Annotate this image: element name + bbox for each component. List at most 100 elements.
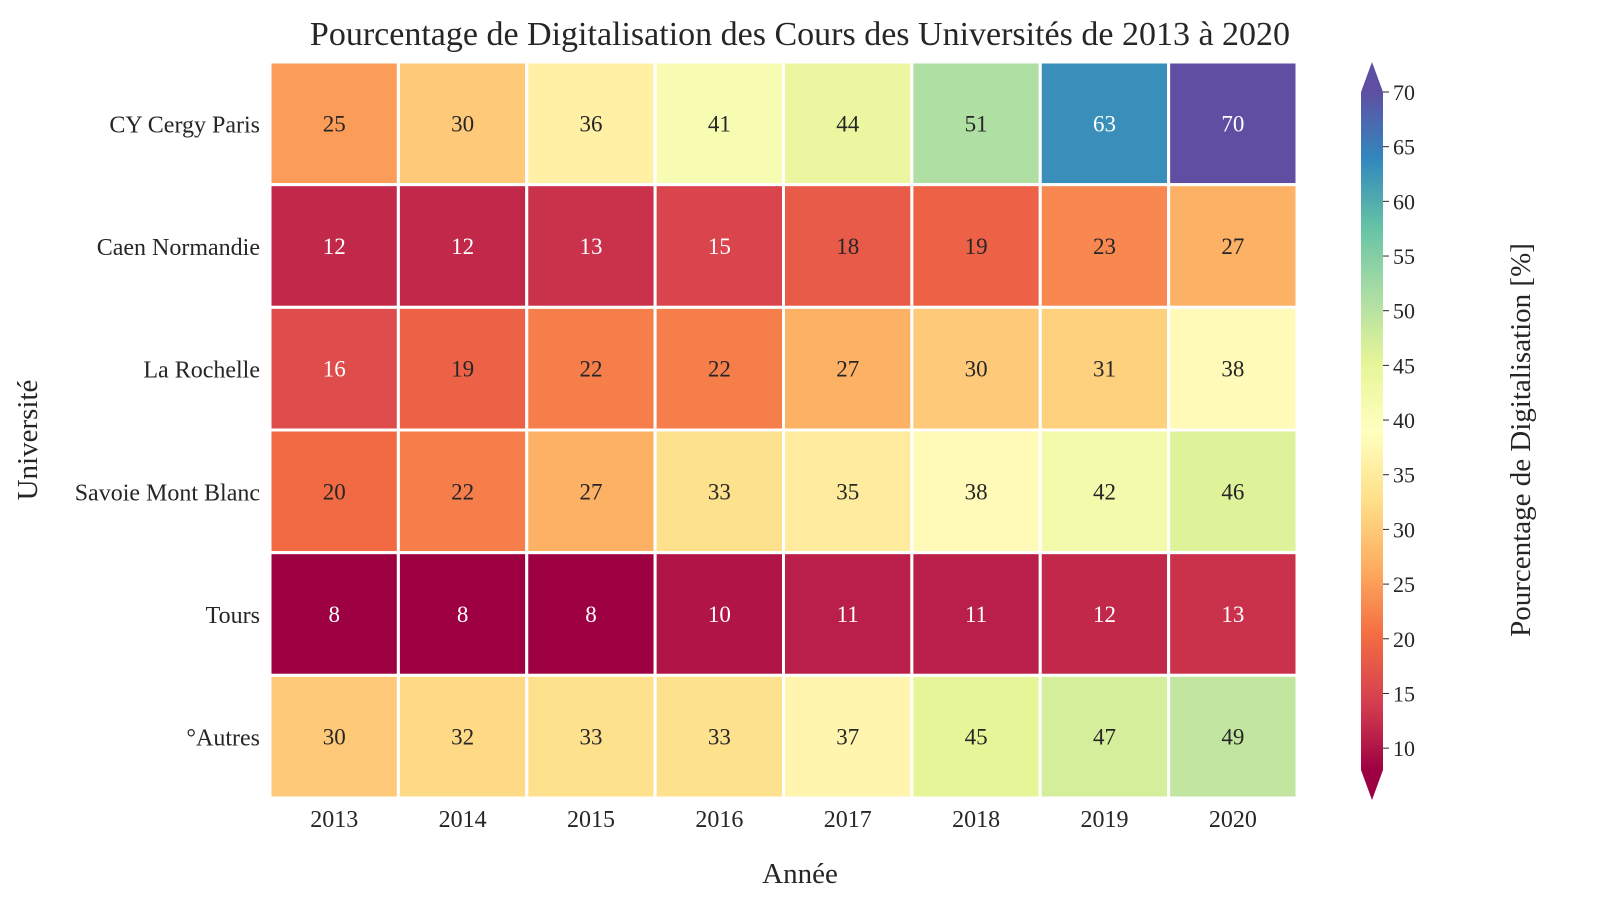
cell-value-label: 19 [965, 234, 988, 259]
y-tick-label: CY Cergy Paris [109, 112, 260, 138]
y-tick-label: Caen Normandie [97, 235, 260, 261]
heatmap-cell [1038, 305, 1171, 432]
cell-value-label: 8 [585, 602, 597, 627]
x-tick-label: 2017 [824, 807, 872, 833]
cell-value-label: 35 [836, 479, 859, 504]
cell-value-label: 8 [328, 602, 340, 627]
heatmap-cell [653, 305, 785, 432]
cell-value-label: 16 [323, 357, 346, 382]
colorbar-extend-min [1361, 770, 1383, 800]
cell-value-label: 44 [836, 111, 860, 136]
colorbar-tick-label: 15 [1393, 681, 1415, 706]
heatmap-cell [1038, 673, 1171, 800]
cell-value-label: 63 [1093, 111, 1116, 136]
cell-value-label: 10 [708, 602, 731, 627]
colorbar-tick-label: 70 [1393, 80, 1415, 105]
cell-value-label: 27 [836, 357, 859, 382]
cell-value-label: 22 [579, 357, 602, 382]
cell-value-label: 37 [836, 725, 859, 750]
colorbar-extend-max [1361, 62, 1383, 92]
heatmap-cell [910, 305, 1042, 432]
heatmap-cell [910, 673, 1042, 800]
x-tick-label: 2020 [1209, 807, 1257, 833]
heatmap-cell [782, 551, 914, 677]
heatmap-cell [268, 305, 400, 432]
colorbar-tick-label: 40 [1393, 408, 1415, 433]
cell-value-label: 36 [579, 111, 602, 136]
heatmap-cell [1167, 183, 1299, 309]
cell-value-label: 12 [451, 234, 474, 259]
colorbar-tick-label: 10 [1393, 736, 1415, 761]
colorbar-tick-label: 65 [1393, 135, 1415, 160]
heatmap-cell [396, 183, 529, 309]
cell-value-label: 19 [451, 357, 474, 382]
cell-value-label: 41 [708, 111, 731, 136]
y-tick-labels: CY Cergy Paris Caen Normandie La Rochelle S… [75, 112, 260, 751]
cell-value-label: 13 [1221, 602, 1244, 627]
cell-value-label: 51 [965, 111, 988, 136]
chart-title: Pourcentage de Digitalisation des Cours … [310, 16, 1290, 53]
cell-value-label: 12 [1093, 602, 1116, 627]
heatmap-cell [396, 305, 529, 432]
cell-value-label: 38 [1221, 357, 1244, 382]
cell-value-label: 70 [1221, 111, 1244, 136]
y-tick-label: La Rochelle [143, 358, 260, 384]
heatmap-cells: 25 30 36 41 44 51 63 70 12 12 13 15 18 19 23 27 16 19 22 22… [268, 60, 1299, 800]
heatmap-cell [1038, 428, 1171, 555]
heatmap-cell [268, 673, 400, 800]
cell-value-label: 45 [965, 725, 988, 750]
heatmap-cell [396, 673, 529, 800]
x-tick-label: 2013 [310, 807, 358, 833]
cell-value-label: 47 [1093, 725, 1116, 750]
heatmap-cell [782, 428, 914, 555]
colorbar-tick-label: 20 [1393, 627, 1415, 652]
cell-value-label: 38 [965, 479, 988, 504]
heatmap-cell [653, 551, 785, 677]
heatmap-cell [1167, 305, 1299, 432]
y-tick-label: Savoie Mont Blanc [75, 480, 260, 506]
colorbar-tick-label: 50 [1393, 299, 1415, 324]
colorbar-tick-label: 45 [1393, 353, 1415, 378]
heatmap-cell [525, 428, 657, 555]
cell-value-label: 23 [1093, 234, 1116, 259]
cell-value-label: 27 [1221, 234, 1244, 259]
cell-value-label: 18 [836, 234, 859, 259]
cell-value-label: 32 [451, 725, 474, 750]
colorbar-tick-label: 35 [1393, 463, 1415, 488]
heatmap-cell [1167, 551, 1299, 677]
colorbar-gradient [1361, 92, 1383, 770]
heatmap-cell [525, 673, 657, 800]
colorbar-tick-label: 60 [1393, 189, 1415, 214]
x-tick-label: 2014 [439, 807, 487, 833]
colorbar-tick-label: 30 [1393, 517, 1415, 542]
x-tick-label: 2018 [952, 807, 1000, 833]
heatmap-cell [653, 183, 785, 309]
cell-value-label: 49 [1221, 725, 1244, 750]
cell-value-label: 27 [579, 479, 602, 504]
heatmap-cell [910, 60, 1042, 187]
cell-value-label: 12 [323, 234, 346, 259]
heatmap-cell [910, 183, 1042, 309]
cell-value-label: 33 [579, 725, 602, 750]
y-tick-label: °Autres [186, 726, 260, 752]
cell-value-label: 25 [323, 111, 346, 136]
cell-value-label: 15 [708, 234, 731, 259]
colorbar: 10 15 20 25 30 35 40 45 50 55 60 65 70 [1361, 62, 1415, 800]
cell-value-label: 11 [837, 602, 859, 627]
cell-value-label: 30 [965, 357, 988, 382]
heatmap-cell [782, 673, 914, 800]
x-tick-label: 2015 [567, 807, 615, 833]
cell-value-label: 22 [451, 479, 474, 504]
cell-value-label: 42 [1093, 479, 1116, 504]
cell-value-label: 22 [708, 357, 731, 382]
cell-value-label: 11 [965, 602, 987, 627]
colorbar-label: Pourcentage de Digitalisation [%] [1505, 243, 1537, 637]
heatmap-cell [525, 305, 657, 432]
heatmap-cell [396, 60, 529, 187]
heatmap-cell [1167, 673, 1299, 800]
y-axis-label: Université [12, 380, 44, 501]
colorbar-tick-label: 25 [1393, 572, 1415, 597]
heatmap-cell [653, 428, 785, 555]
cell-value-label: 8 [457, 602, 469, 627]
